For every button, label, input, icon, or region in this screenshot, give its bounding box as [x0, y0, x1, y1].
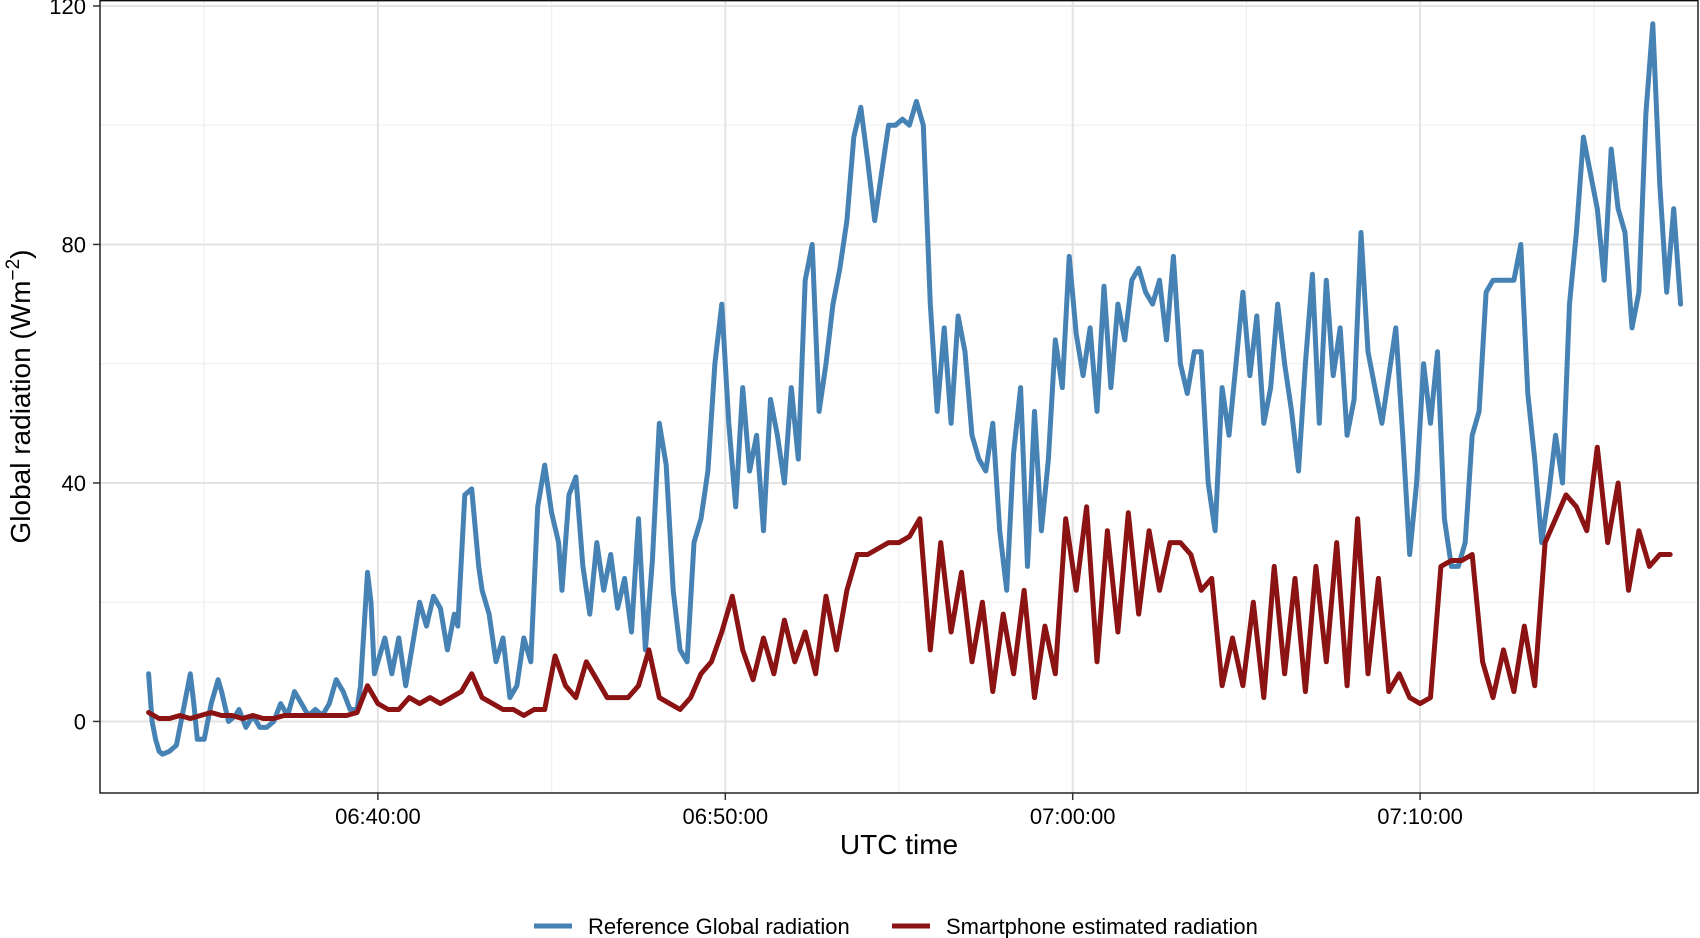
legend: Reference Global radiation Smartphone est… [534, 914, 1258, 938]
y-axis-title-exponent: −2 [3, 259, 24, 281]
y-axis-ticks: 0 40 80 120 [49, 0, 100, 734]
x-tick-label: 06:50:00 [682, 804, 768, 829]
x-axis-title: UTC time [840, 829, 958, 860]
legend-label-reference: Reference Global radiation [588, 914, 850, 938]
x-tick-label: 06:40:00 [335, 804, 421, 829]
series-line-smartphone [146, 444, 1673, 721]
major-gridlines [100, 0, 1698, 793]
series-layer [146, 21, 1684, 757]
y-axis-title-close: ) [5, 250, 36, 259]
x-axis-ticks: 06:40:00 06:50:00 07:00:00 07:10:00 [335, 793, 1463, 829]
series-line-reference [146, 21, 1684, 757]
y-axis-title-main: Global radiation (Wm [5, 281, 36, 544]
legend-label-smartphone: Smartphone estimated radiation [946, 914, 1258, 938]
x-tick-label: 07:00:00 [1030, 804, 1116, 829]
y-tick-label: 80 [62, 232, 86, 257]
x-tick-label: 07:10:00 [1377, 804, 1463, 829]
y-axis-title: Global radiation (Wm−2) [3, 250, 36, 544]
y-tick-label: 0 [74, 709, 86, 734]
plot-panel-border [99, 0, 1699, 794]
y-tick-label: 40 [62, 471, 86, 496]
y-tick-label: 120 [49, 0, 86, 19]
